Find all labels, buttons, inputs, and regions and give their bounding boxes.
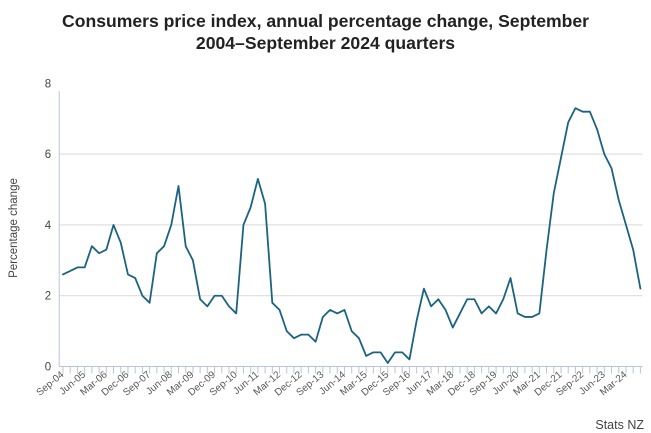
svg-text:8: 8 <box>45 78 51 90</box>
svg-text:4: 4 <box>45 220 52 232</box>
svg-text:0: 0 <box>45 362 51 374</box>
svg-text:2: 2 <box>45 291 51 303</box>
svg-text:6: 6 <box>45 149 51 161</box>
